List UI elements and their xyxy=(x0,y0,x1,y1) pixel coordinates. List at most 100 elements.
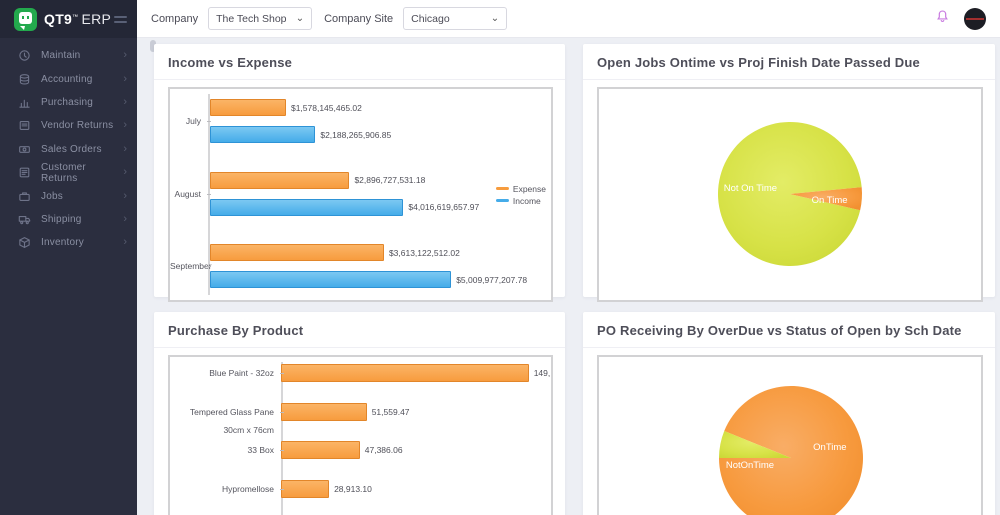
company-select-value: The Tech Shop xyxy=(216,12,287,25)
clock-icon xyxy=(17,49,31,63)
sidebar-item-customer-returns[interactable]: Customer Returns › xyxy=(0,161,137,184)
brand-title: QT9™ ERP xyxy=(44,11,111,27)
category-label: September xyxy=(170,261,212,271)
category-row: July $1,578,145,465.02 $2,188,265,906.85 xyxy=(170,99,547,143)
bar-row: 28,913.10 xyxy=(281,479,547,498)
sidebar-item-jobs[interactable]: Jobs › xyxy=(0,184,137,207)
truck-icon xyxy=(17,212,31,226)
menu-icon[interactable] xyxy=(114,15,127,23)
briefcase-icon xyxy=(17,189,31,203)
sidebar-item-sales-orders[interactable]: Sales Orders › xyxy=(0,138,137,161)
company-select[interactable]: The Tech Shop ⌄ xyxy=(208,7,313,30)
bar-value-label: $1,578,145,465.02 xyxy=(290,102,362,113)
legend-label: Income xyxy=(512,195,541,206)
chevron-right-icon: › xyxy=(123,212,127,225)
pie-slice-not-on-time[interactable] xyxy=(717,121,862,266)
category-row: Hypromellose 28,913.10 xyxy=(170,477,547,515)
y-axis-line xyxy=(281,362,283,515)
bar-row: $4,016,619,657.97 xyxy=(210,198,547,216)
brand-suffix: ERP xyxy=(81,11,112,27)
chevron-right-icon: › xyxy=(123,142,127,155)
chevron-down-icon: ⌄ xyxy=(295,12,305,24)
sidebar-item-label: Purchasing xyxy=(41,96,94,108)
sidebar-item-purchasing[interactable]: Purchasing › xyxy=(0,91,137,114)
bar-row: $5,009,977,207.78 xyxy=(210,271,547,288)
sidebar: QT9™ ERP Maintain › Accounting › Purchasi… xyxy=(0,0,137,515)
bar-purchases-tempered-glass-pane-30cm-x-76cm[interactable] xyxy=(281,402,367,421)
user-avatar[interactable] xyxy=(964,7,986,30)
pie-slice-on-time[interactable] xyxy=(790,187,862,211)
bar-row: 149, xyxy=(281,364,550,382)
money-icon xyxy=(17,142,31,156)
category-row: 33 Box 47,386.06 xyxy=(170,438,547,477)
scrollbar-thumb[interactable] xyxy=(150,40,156,52)
card-purchase-by-product: Purchase By Product Blue Paint - 32oz 149… xyxy=(154,312,565,515)
bar-purchases-blue-paint-32oz[interactable] xyxy=(281,364,529,382)
pie-chart: OnTime NotOnTime xyxy=(719,386,863,515)
legend-item-expense[interactable]: Expense xyxy=(495,183,546,194)
sidebar-item-vendor-returns[interactable]: Vendor Returns › xyxy=(0,114,137,137)
bar-expense-september[interactable] xyxy=(210,244,384,261)
bar-purchases-33-box[interactable] xyxy=(281,441,360,459)
pie-slice-label: On Time xyxy=(812,195,848,206)
bar-rows: Blue Paint - 32oz 149, Tempered Glass Pane… xyxy=(170,361,550,515)
notifications-bell-icon[interactable] xyxy=(935,9,950,29)
bar-chart-plot: July $1,578,145,465.02 $2,188,265,906.85 Au… xyxy=(170,89,551,300)
purchase-by-product-chart: Blue Paint - 32oz 149, Tempered Glass Pane… xyxy=(168,355,553,515)
sidebar-item-maintain[interactable]: Maintain › xyxy=(0,44,137,67)
chevron-right-icon: › xyxy=(123,166,127,179)
chevron-down-icon: ⌄ xyxy=(490,12,500,24)
card-header: Open Jobs Ontime vs Proj Finish Date Pas… xyxy=(583,44,995,80)
sidebar-item-accounting[interactable]: Accounting › xyxy=(0,67,137,90)
company-label: Company xyxy=(151,12,199,25)
bar-value-label: 51,559.47 xyxy=(371,406,410,417)
bar-expense-july[interactable] xyxy=(210,99,286,116)
bar-rows: July $1,578,145,465.02 $2,188,265,906.85 Au… xyxy=(170,99,547,288)
category-label: Tempered Glass Pane 30cm x 76cm xyxy=(170,403,284,435)
y-axis-line xyxy=(208,94,210,295)
card-title: Purchase By Product xyxy=(168,323,304,338)
sidebar-item-shipping[interactable]: Shipping › xyxy=(0,208,137,231)
bar-chart-icon xyxy=(17,95,31,109)
sidebar-item-inventory[interactable]: Inventory › xyxy=(0,231,137,254)
chevron-right-icon: › xyxy=(123,72,127,85)
pie-slice-ontime[interactable] xyxy=(719,386,863,515)
card-income-vs-expense: Income vs Expense July $1,578,145,465.02 $… xyxy=(154,44,565,302)
bar-stack: $3,613,122,512.02 $5,009,977,207.78 xyxy=(208,244,547,288)
bar-purchases-hypromellose[interactable] xyxy=(281,479,330,498)
sidebar-item-label: Shipping xyxy=(41,213,82,225)
bar-row: $1,578,145,465.02 xyxy=(210,99,547,116)
chart-legend: Expense Income xyxy=(495,182,546,208)
card-open-jobs-ontime: Open Jobs Ontime vs Proj Finish Date Pas… xyxy=(583,44,995,302)
pie-slice-notontime[interactable] xyxy=(719,431,791,458)
legend-item-income[interactable]: Income xyxy=(495,195,546,206)
card-header: PO Receiving By OverDue vs Status of Ope… xyxy=(583,312,995,348)
list-icon xyxy=(17,166,31,180)
chevron-right-icon: › xyxy=(123,189,127,202)
chevron-right-icon: › xyxy=(123,119,127,132)
bar-income-july[interactable] xyxy=(210,126,316,143)
bar-value-label: $4,016,619,657.97 xyxy=(408,202,480,212)
po-receiving-chart: OnTime NotOnTime xyxy=(597,355,983,515)
bar-value-label: 28,913.10 xyxy=(334,483,372,494)
bar-income-august[interactable] xyxy=(210,198,404,216)
brand-tm: ™ xyxy=(72,14,79,21)
company-site-select[interactable]: Chicago ⌄ xyxy=(403,7,508,30)
sidebar-item-label: Jobs xyxy=(41,190,63,202)
bar-value-label: $5,009,977,207.78 xyxy=(456,274,528,285)
category-row: September $3,613,122,512.02 $5,009,977,207… xyxy=(170,244,547,288)
pie-slice-label: OnTime xyxy=(813,442,846,453)
bar-chart-plot: Blue Paint - 32oz 149, Tempered Glass Pane… xyxy=(170,357,551,515)
brand-name: QT9 xyxy=(44,11,73,27)
bar-income-september[interactable] xyxy=(210,271,452,288)
legend-label: Expense xyxy=(512,183,546,194)
sidebar-item-label: Sales Orders xyxy=(41,143,102,155)
pie-slice-label: NotOnTime xyxy=(726,460,774,471)
sidebar-item-label: Maintain xyxy=(41,50,81,62)
bar-value-label: $2,188,265,906.85 xyxy=(320,129,392,140)
bar-expense-august[interactable] xyxy=(210,171,350,189)
card-title: Open Jobs Ontime vs Proj Finish Date Pas… xyxy=(597,55,920,70)
bar-stack: $1,578,145,465.02 $2,188,265,906.85 xyxy=(208,99,547,143)
bar-stack: $2,896,727,531.18 $4,016,619,657.97 xyxy=(208,171,547,216)
card-po-receiving: PO Receiving By OverDue vs Status of Ope… xyxy=(583,312,995,515)
